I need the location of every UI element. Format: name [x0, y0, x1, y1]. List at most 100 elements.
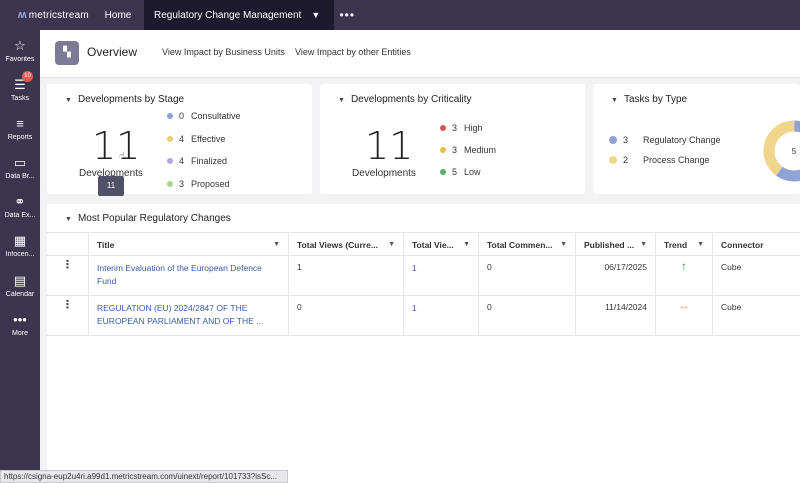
sort-caret-icon[interactable]: ▼ — [273, 241, 280, 248]
tasks-icon: ☰ — [14, 77, 26, 92]
metricstream-logo[interactable]: ʍ metricstream — [0, 0, 92, 30]
criticality-title-text: Developments by Criticality — [350, 94, 472, 105]
collapse-triangle-icon[interactable]: ▼ — [611, 97, 618, 104]
nav-home[interactable]: Home — [104, 9, 132, 21]
legend-proposed[interactable]: 3 Proposed — [167, 179, 230, 189]
sidebar-item-calendar[interactable]: ▤ Calendar — [0, 273, 40, 298]
sort-caret-icon[interactable]: ▼ — [560, 241, 567, 248]
table-title-text: Most Popular Regulatory Changes — [77, 213, 231, 224]
legend-label: Regulatory Change — [643, 135, 721, 145]
collapse-triangle-icon[interactable]: ▼ — [65, 97, 72, 104]
legend-process-change[interactable]: 2 Process Change — [609, 155, 710, 165]
legend-dot — [167, 158, 173, 164]
donut-center-label: 5 — [792, 147, 797, 156]
legend-low[interactable]: 5 Low — [440, 167, 481, 177]
sort-caret-icon[interactable]: ▼ — [697, 241, 704, 248]
sort-caret-icon[interactable]: ▼ — [640, 241, 647, 248]
legend-count: 2 — [623, 155, 629, 165]
logo-text: metricstream — [28, 9, 89, 21]
donut-segment-regulatory-change[interactable] — [763, 120, 800, 182]
column-header-title[interactable]: Title ▼ — [89, 233, 289, 257]
row-views-current: 1 — [289, 256, 404, 296]
sidebar-item-infocenter[interactable]: ▦ Infocen... — [0, 233, 40, 258]
sidebar-label: Tasks — [11, 95, 29, 102]
column-header-total-comments[interactable]: Total Commen... ▼ — [479, 233, 576, 257]
sidebar-item-reports[interactable]: ≡ Reports — [0, 116, 40, 141]
stage-total-label: Developments — [79, 168, 143, 179]
criticality-card-title[interactable]: ▼ Developments by Criticality — [338, 94, 472, 105]
sort-caret-icon[interactable]: ▼ — [388, 241, 395, 248]
chevron-down-icon: ▼ — [311, 10, 321, 20]
legend-regulatory-change[interactable]: 3 Regulatory Change — [609, 135, 721, 145]
sort-caret-icon[interactable]: ▼ — [463, 241, 470, 248]
row-connector: Cube — [721, 302, 742, 312]
stage-title-text: Developments by Stage — [77, 94, 185, 105]
nav-regulatory-change-management[interactable]: Regulatory Change Management ▼ — [144, 0, 335, 30]
table-row[interactable]: ⋮ REGULATION (EU) 2024/2847 OF THE EUROP… — [47, 296, 800, 336]
sidebar: ☆ Favorites 10 ☰ Tasks ≡ Reports ▭ Data … — [0, 30, 40, 483]
sidebar-label: Infocen... — [5, 251, 35, 258]
tasks-card-title[interactable]: ▼ Tasks by Type — [611, 94, 687, 105]
developments-by-criticality-card: ▼ Developments by Criticality 11 Developm… — [320, 84, 585, 194]
main-content: ▚ Overview View Impact by Business Units… — [40, 30, 800, 483]
donut-segment-process-change[interactable] — [763, 120, 800, 182]
row-title-link[interactable]: REGULATION (EU) 2024/2847 OF THE EUROPEA… — [89, 296, 289, 336]
row-views-total[interactable]: 1 — [404, 256, 479, 296]
legend-finalized[interactable]: 4 Finalized — [167, 156, 227, 166]
legend-high[interactable]: 3 High — [440, 123, 483, 133]
column-header-published[interactable]: Published ... ▼ — [576, 233, 656, 257]
collapse-triangle-icon[interactable]: ▼ — [338, 97, 345, 104]
column-header-total-views-current[interactable]: Total Views (Curre... ▼ — [289, 233, 404, 257]
stage-card-title[interactable]: ▼ Developments by Stage — [65, 94, 184, 105]
row-title-link[interactable]: Interim Evaluation of the European Defen… — [89, 256, 289, 296]
legend-dot — [609, 156, 617, 164]
column-header-actions — [47, 233, 89, 257]
legend-label: Low — [464, 167, 481, 177]
star-icon: ☆ — [14, 38, 26, 53]
legend-dot — [440, 125, 446, 131]
legend-dot — [440, 147, 446, 153]
table-row[interactable]: ⋮ Interim Evaluation of the European Def… — [47, 256, 800, 296]
row-actions-icon[interactable]: ⋮ — [47, 256, 89, 296]
stage-total[interactable]: 11 — [92, 124, 141, 168]
row-published: 11/14/2024 — [576, 296, 656, 336]
legend-count: 3 — [179, 179, 185, 189]
calendar-icon: ▤ — [13, 273, 27, 288]
column-header-connector[interactable]: Connector — [713, 233, 800, 257]
column-header-total-views[interactable]: Total Vie... ▼ — [404, 233, 479, 257]
column-header-trend[interactable]: Trend ▼ — [656, 233, 713, 257]
sidebar-item-favorites[interactable]: ☆ Favorites — [0, 38, 40, 63]
row-actions-icon[interactable]: ⋮ — [47, 296, 89, 336]
view-impact-business-units-link[interactable]: View Impact by Business Units — [162, 47, 285, 57]
sidebar-item-tasks[interactable]: 10 ☰ Tasks — [0, 71, 40, 102]
row-connector: Cube — [721, 262, 742, 272]
criticality-total[interactable]: 11 — [365, 124, 414, 168]
legend-medium[interactable]: 3 Medium — [440, 145, 496, 155]
legend-effective[interactable]: 4 Effective — [167, 134, 225, 144]
view-impact-other-entities-link[interactable]: View Impact by other Entities — [295, 47, 411, 57]
legend-label: Process Change — [643, 155, 710, 165]
table-title[interactable]: ▼ Most Popular Regulatory Changes — [65, 213, 231, 224]
sidebar-label: Reports — [7, 134, 33, 141]
tasks-by-type-card: ▼ Tasks by Type 3 Regulatory Change 2 Proce… — [593, 84, 800, 194]
sidebar-item-data-browser[interactable]: ▭ Data Br... — [0, 155, 40, 180]
column-header-label: Published ... — [584, 240, 635, 250]
row-views-total[interactable]: 1 — [404, 296, 479, 336]
sidebar-label: Calendar — [5, 291, 35, 298]
collapse-triangle-icon[interactable]: ▼ — [65, 216, 72, 223]
sidebar-item-data-exchange[interactable]: ⚭ Data Ex... — [0, 194, 40, 219]
tasks-donut-chart[interactable]: 5 — [761, 118, 800, 188]
sidebar-item-more[interactable]: ••• More — [0, 312, 40, 337]
legend-count: 3 — [623, 135, 629, 145]
column-header-label: Total Views (Curre... — [297, 240, 378, 250]
stage-total-tooltip: 11 — [98, 176, 124, 196]
sidebar-label: Data Ex... — [4, 212, 36, 219]
most-popular-changes-table-card: ▼ Most Popular Regulatory Changes Title ▼ … — [47, 204, 800, 483]
legend-consultative[interactable]: 0 Consultative — [167, 111, 241, 121]
nav-more-button[interactable]: ••• — [339, 8, 356, 22]
legend-count: 4 — [179, 134, 185, 144]
list-icon: ≡ — [16, 116, 24, 131]
legend-dot — [609, 136, 617, 144]
sidebar-label: Data Br... — [5, 173, 35, 180]
legend-count: 5 — [452, 167, 458, 177]
